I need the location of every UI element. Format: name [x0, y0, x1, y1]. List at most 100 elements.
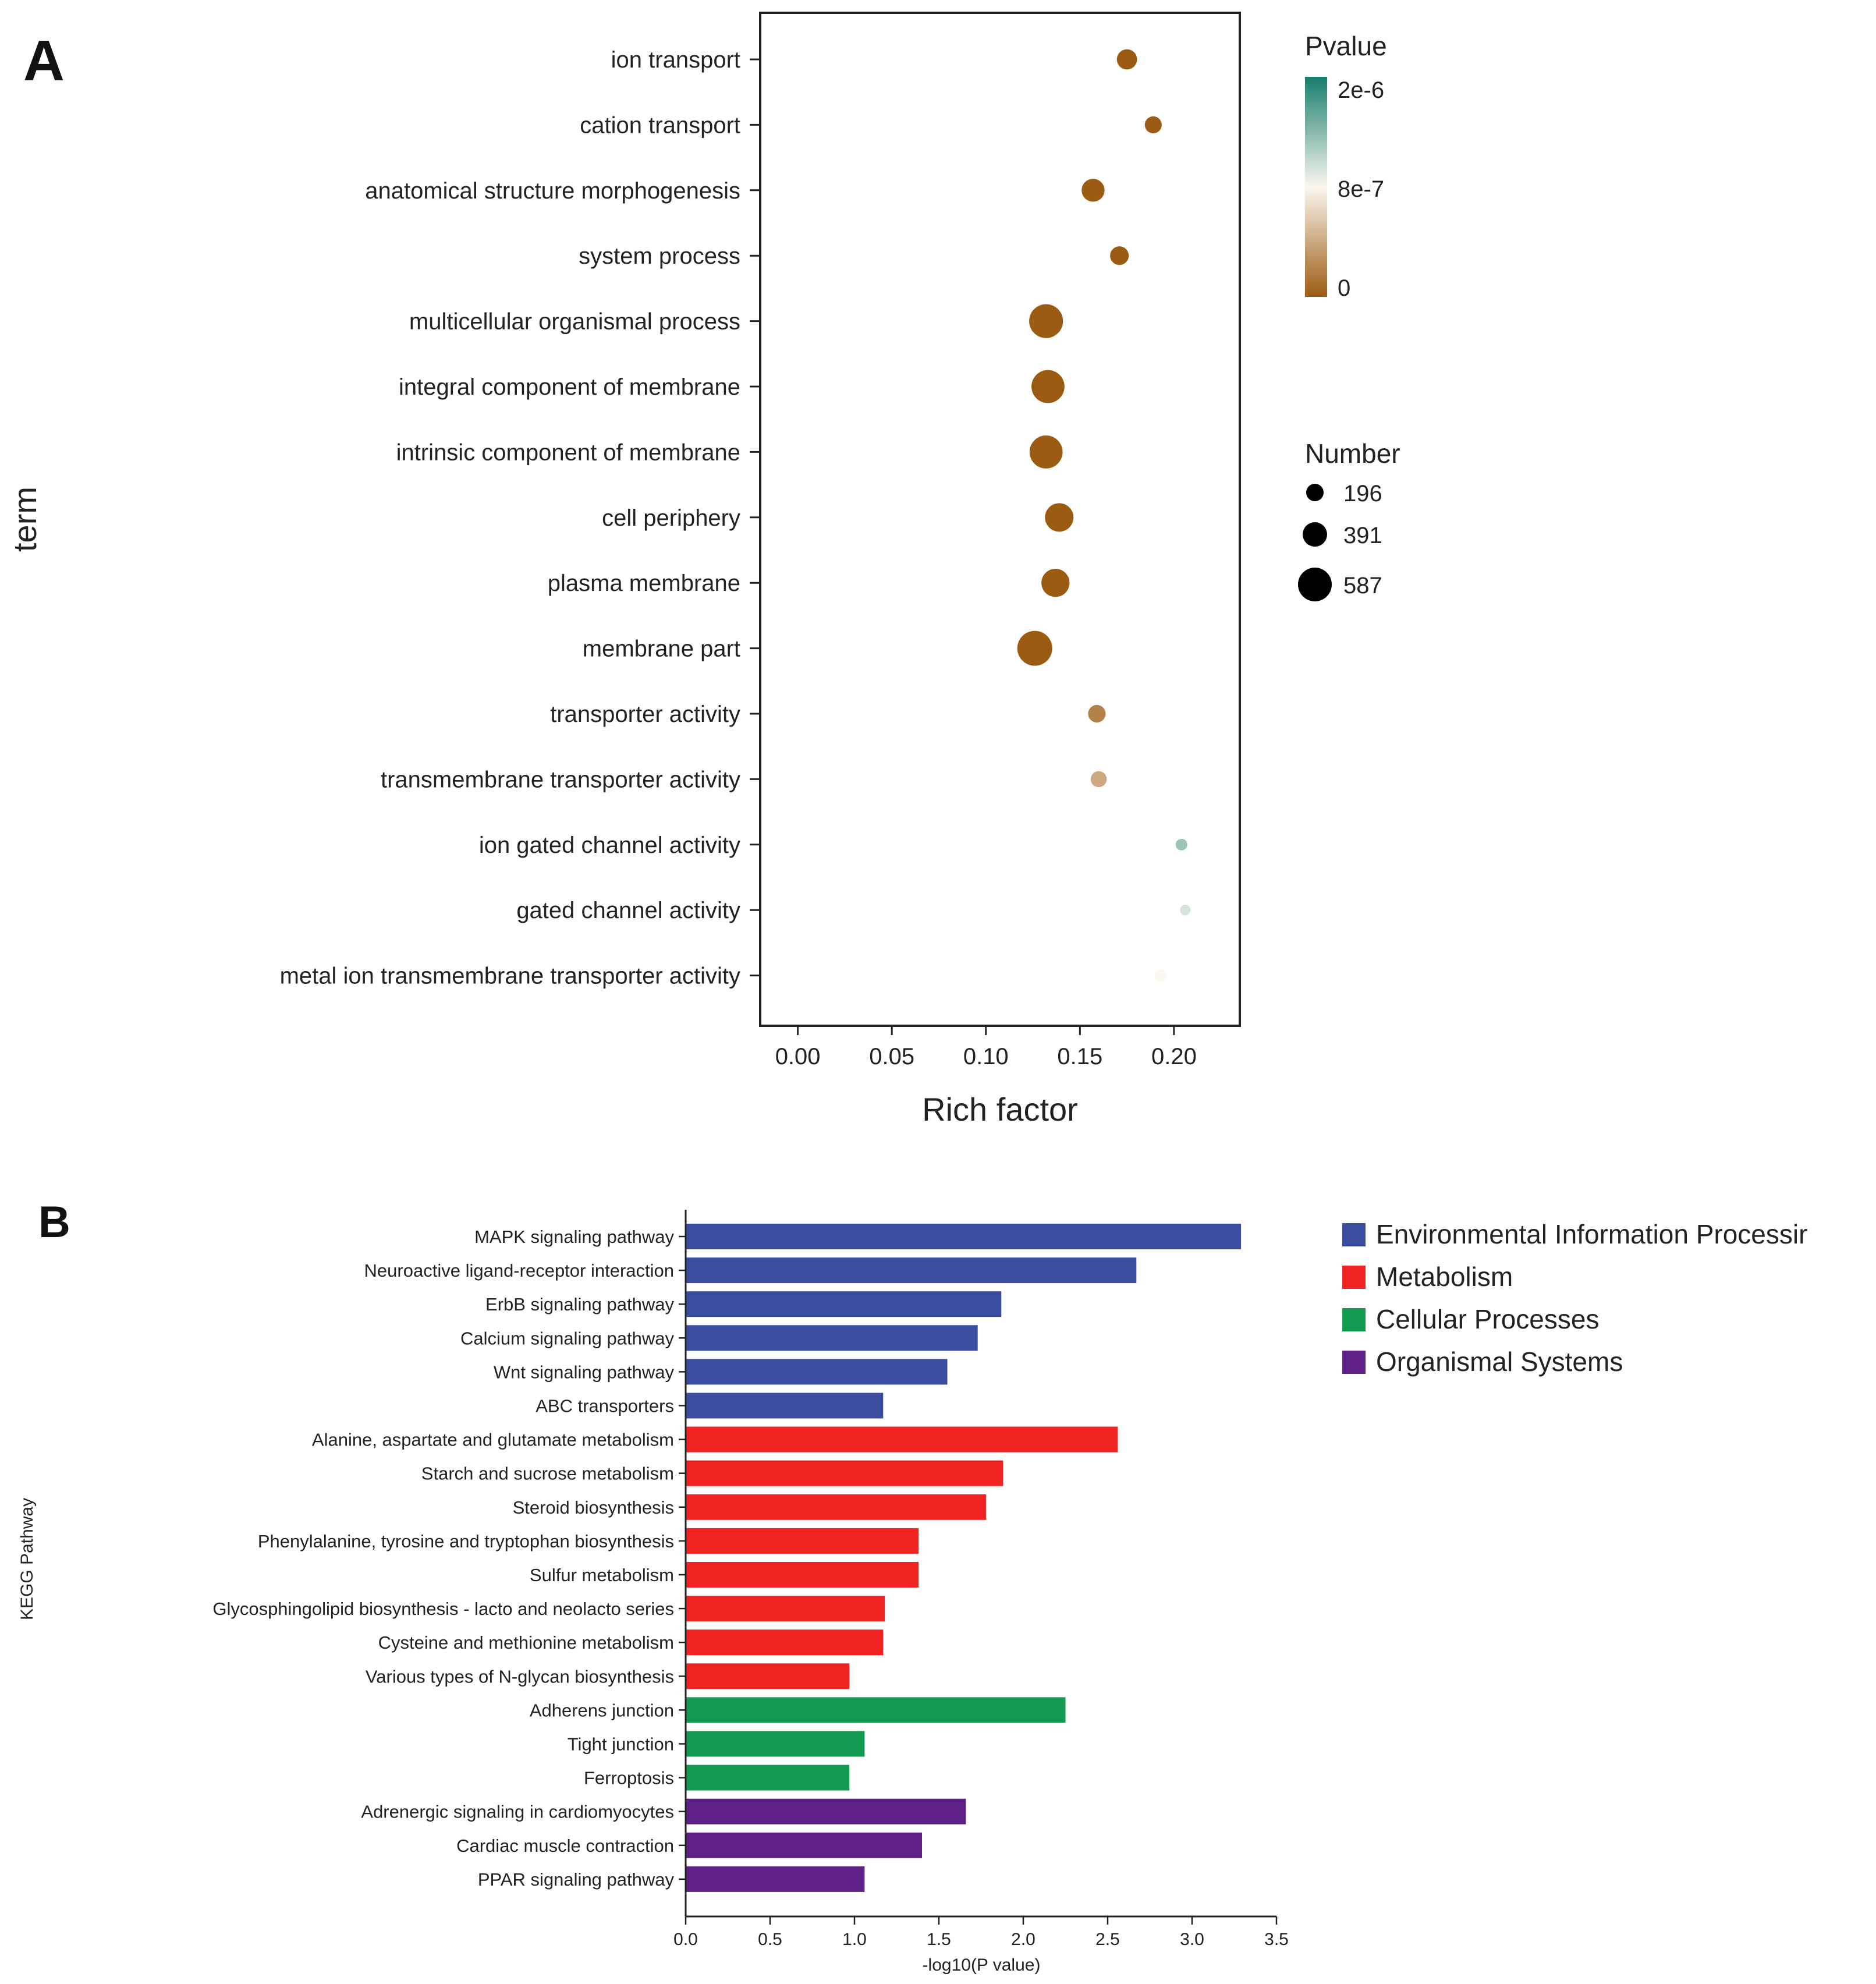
x-tick-label: 2.5: [1095, 1930, 1120, 1949]
legend-label-organismal: Organismal Systems: [1376, 1347, 1623, 1377]
bar-various-types-of-n-glycan-biosynthesis: [686, 1663, 850, 1689]
y-tick-label: Adherens junction: [530, 1700, 674, 1720]
y-tick-label: Various types of N-glycan biosynthesis: [366, 1666, 674, 1687]
legend-swatch-environmental: [1342, 1223, 1366, 1246]
bubble-membrane-part: [1017, 630, 1052, 666]
y-tick-label: system process: [579, 243, 740, 269]
number-legend-dot-large: [1298, 568, 1332, 601]
legend-label-metabolism: Metabolism: [1376, 1262, 1513, 1292]
y-tick-label: ABC transporters: [536, 1396, 674, 1416]
bar-sulfur-metabolism: [686, 1562, 919, 1588]
pvalue-legend-label-mid: 8e-7: [1338, 176, 1384, 202]
legend-swatch-metabolism: [1342, 1266, 1366, 1289]
legend-swatch-organismal: [1342, 1351, 1366, 1374]
number-legend-dot-medium: [1303, 522, 1327, 547]
bar-adrenergic-signaling-in-cardiomyocytes: [686, 1798, 966, 1824]
y-tick-label: metal ion transmembrane transporter acti…: [280, 963, 740, 989]
panel-a-points: [1017, 49, 1191, 982]
bar-ferroptosis: [686, 1765, 850, 1791]
bubble-gated-channel-activity: [1180, 905, 1191, 916]
bar-abc-transporters: [686, 1393, 884, 1419]
y-tick-label: Cardiac muscle contraction: [456, 1836, 674, 1856]
y-tick-label: integral component of membrane: [399, 374, 740, 400]
y-tick-label: transporter activity: [550, 702, 740, 727]
bar-ppar-signaling-pathway: [686, 1866, 865, 1892]
bubble-plasma-membrane: [1041, 568, 1070, 597]
bubble-system-process: [1110, 246, 1129, 265]
bar-calcium-signaling-pathway: [686, 1325, 978, 1351]
y-tick-label: Tight junction: [568, 1734, 674, 1755]
number-legend-dot-small: [1306, 484, 1324, 501]
y-tick-label: ion gated channel activity: [479, 832, 740, 858]
y-tick-label: Neuroactive ligand-receptor interaction: [364, 1260, 674, 1281]
number-legend-title: Number: [1305, 438, 1400, 469]
y-tick-label: gated channel activity: [516, 898, 740, 923]
bar-mapk-signaling-pathway: [686, 1224, 1242, 1249]
bubble-integral-component-of-membrane: [1031, 370, 1065, 403]
x-tick-label: 0.00: [775, 1044, 821, 1069]
panel-b-x-axis-title: -log10(P value): [923, 1955, 1041, 1975]
panel-b-bars: [686, 1224, 1242, 1892]
bubble-transporter-activity: [1088, 704, 1106, 723]
x-tick-label: 0.5: [758, 1930, 782, 1949]
y-tick-label: membrane part: [583, 636, 740, 662]
bubble-anatomical-structure-morphogenesis: [1081, 179, 1105, 202]
panel-a: A ion transport cation transport anatomica…: [6, 12, 1400, 1128]
x-tick-label: 0.0: [673, 1930, 698, 1949]
x-tick-label: 1.0: [842, 1930, 867, 1949]
legend-label-environmental: Environmental Information Processir: [1376, 1219, 1807, 1249]
x-tick-label: 0.15: [1057, 1044, 1102, 1069]
bubble-metal-ion-transmembrane-transporter-activity: [1154, 969, 1167, 982]
bar-tight-junction: [686, 1731, 865, 1757]
bar-adherens-junction: [686, 1697, 1066, 1723]
y-tick-label: anatomical structure morphogenesis: [365, 178, 740, 204]
y-tick-label: Phenylalanine, tyrosine and tryptophan b…: [258, 1531, 674, 1551]
number-legend-label-large: 587: [1343, 573, 1382, 598]
y-tick-label: cation transport: [580, 112, 740, 138]
y-tick-label: MAPK signaling pathway: [474, 1227, 674, 1247]
panel-b-label: B: [38, 1198, 70, 1247]
legend-swatch-cellular: [1342, 1308, 1366, 1331]
x-tick-label: 0.10: [963, 1044, 1009, 1069]
bar-phenylalanine-tyrosine-and-tryptophan-biosynthesis: [686, 1528, 919, 1554]
bubble-ion-transport: [1116, 49, 1137, 70]
y-tick-label: ion transport: [611, 47, 740, 73]
panel-a-plot-frame: [759, 12, 1241, 1027]
y-tick-label: Wnt signaling pathway: [494, 1362, 675, 1382]
y-tick-label: Cysteine and methionine metabolism: [378, 1632, 674, 1653]
bar-glycosphingolipid-biosynthesis-lacto-and-neolacto-series: [686, 1596, 885, 1622]
y-tick-label: multicellular organismal process: [409, 309, 740, 335]
y-tick-label: cell periphery: [602, 505, 740, 531]
bar-neuroactive-ligand-receptor-interaction: [686, 1257, 1137, 1284]
y-tick-label: Steroid biosynthesis: [513, 1497, 674, 1518]
y-tick-label: Ferroptosis: [584, 1768, 674, 1788]
pvalue-legend-title: Pvalue: [1305, 31, 1387, 61]
number-legend-label-small: 196: [1343, 481, 1382, 506]
y-tick-label: Adrenergic signaling in cardiomyocytes: [361, 1802, 674, 1822]
y-tick-label: Alanine, aspartate and glutamate metabol…: [312, 1430, 674, 1450]
panel-a-label: A: [23, 29, 65, 93]
pvalue-legend-label-high: 2e-6: [1338, 77, 1384, 103]
number-legend-label-medium: 391: [1343, 523, 1382, 548]
pvalue-legend-label-low: 0: [1338, 275, 1350, 301]
y-tick-label: ErbB signaling pathway: [485, 1294, 674, 1315]
panel-a-x-axis-title: Rich factor: [922, 1091, 1078, 1128]
bar-cardiac-muscle-contraction: [686, 1832, 922, 1858]
x-tick-label: 0.20: [1151, 1044, 1197, 1069]
y-tick-label: intrinsic component of membrane: [396, 440, 740, 465]
x-tick-label: 2.0: [1011, 1930, 1035, 1949]
y-tick-label: Calcium signaling pathway: [460, 1328, 675, 1348]
bubble-ion-gated-channel-activity: [1175, 838, 1187, 851]
bubble-transmembrane-transporter-activity: [1090, 771, 1107, 788]
y-tick-label: Starch and sucrose metabolism: [421, 1464, 674, 1484]
bubble-multicellular-organismal-process: [1029, 304, 1063, 338]
bar-cysteine-and-methionine-metabolism: [686, 1629, 884, 1656]
y-tick-label: PPAR signaling pathway: [478, 1869, 675, 1890]
kegg-category-legend: Environmental Information Processir Meta…: [1342, 1219, 1807, 1377]
pvalue-legend: Pvalue 2e-6 8e-7 0: [1305, 31, 1387, 301]
bar-starch-and-sucrose-metabolism: [686, 1460, 1003, 1486]
panel-a-y-axis: ion transport cation transport anatomical …: [280, 47, 760, 989]
panel-b-x-axis: 0.0 0.5 1.0 1.5 2.0 2.5 3.0 3.5: [673, 1915, 1289, 1949]
panel-b: B MAPK signaling pathway Neuroactive liga…: [17, 1198, 1807, 1975]
